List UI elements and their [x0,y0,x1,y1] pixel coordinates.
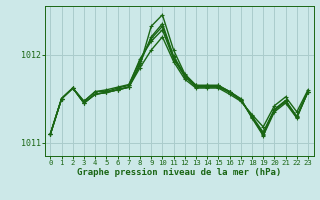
X-axis label: Graphe pression niveau de la mer (hPa): Graphe pression niveau de la mer (hPa) [77,168,281,177]
